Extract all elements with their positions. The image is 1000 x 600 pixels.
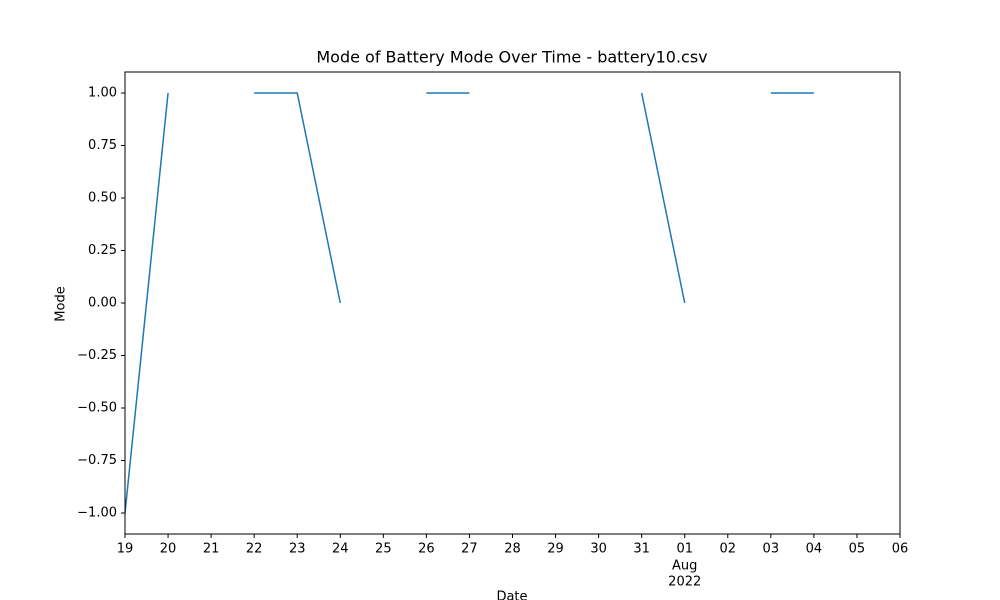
x-tick-label: 23 [289,542,306,557]
x-tick-label: 22 [246,542,263,557]
x-tick-label: 28 [504,542,521,557]
data-line [124,92,814,514]
y-tick-label: 1.00 [88,86,117,101]
x-tick-label: 24 [332,542,349,557]
y-tick-label: −0.50 [77,401,117,416]
x-tick-label: 06 [892,542,909,557]
x-tick-label: 01 [676,542,693,557]
y-axis-label: Mode [54,286,69,321]
y-tick-label: −0.75 [77,453,117,468]
x-tick-label: 29 [547,542,564,557]
x-tick-label: 21 [203,542,220,557]
plot-frame [124,71,901,535]
x-tick-label: 27 [461,542,478,557]
y-tick-label: −1.00 [77,506,117,521]
x-tick-label: 02 [720,542,737,557]
x-tick-label: 26 [418,542,435,557]
x-tick-sublabel: 2022 [668,575,701,590]
x-tick-label: 03 [763,542,780,557]
x-tick-label: 20 [160,542,177,557]
x-axis-label: Date [496,590,527,600]
y-tick-label: 0.25 [88,243,117,258]
x-tick-label: 25 [375,542,392,557]
x-tick-label: 04 [806,542,823,557]
x-tick-label: 31 [633,542,650,557]
x-tick-label: 19 [117,542,134,557]
x-tick-label: 05 [849,542,866,557]
x-tick-sublabel: Aug [672,559,697,574]
y-tick-label: 0.50 [88,191,117,206]
chart-title: Mode of Battery Mode Over Time - battery… [316,48,707,67]
y-tick-label: 0.00 [88,296,117,311]
y-tick-label: −0.25 [77,348,117,363]
y-tick-label: 0.75 [88,138,117,153]
x-tick-label: 30 [590,542,607,557]
